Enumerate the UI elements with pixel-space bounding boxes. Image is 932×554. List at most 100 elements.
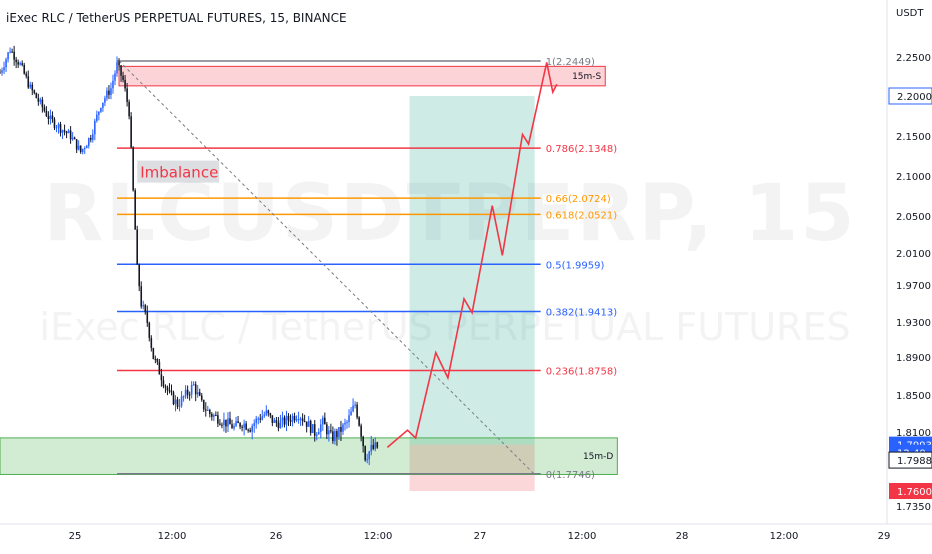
candle-body xyxy=(154,358,157,360)
candle-body xyxy=(112,80,114,89)
candle-body xyxy=(261,416,264,420)
candle-body xyxy=(338,427,340,438)
candle-body xyxy=(324,417,326,425)
fib-level-label: 0.66(2.0724) xyxy=(546,194,611,205)
candle-body xyxy=(162,380,165,387)
candle-body xyxy=(73,137,76,140)
candle-body xyxy=(83,148,86,150)
candle-body xyxy=(265,410,268,415)
candle-body xyxy=(362,436,364,447)
candle-body xyxy=(243,423,245,428)
candle-body xyxy=(207,409,209,411)
candle-body xyxy=(146,312,149,323)
price-tag-label: 1.7988 xyxy=(897,456,932,467)
candle-body xyxy=(227,418,229,427)
time-tick-label: 12:00 xyxy=(364,531,393,542)
candle-body xyxy=(94,120,96,135)
candle-body xyxy=(150,338,153,348)
candle-body xyxy=(174,399,177,405)
candle-body xyxy=(158,361,161,375)
candle-body xyxy=(168,390,171,392)
candle-body xyxy=(368,451,371,460)
candle-body xyxy=(77,145,80,150)
candle-body xyxy=(235,421,237,426)
candle-body xyxy=(85,145,88,149)
time-tick-label: 12:00 xyxy=(158,531,187,542)
candle-body xyxy=(204,409,207,411)
price-tick-label: 1.9300 xyxy=(896,318,931,329)
target-zone xyxy=(409,96,535,445)
candle-body xyxy=(79,145,82,153)
candle-body xyxy=(211,413,213,417)
candle-body xyxy=(152,347,155,359)
candle-body xyxy=(213,415,215,417)
price-tag-label: 1.7600 xyxy=(897,487,932,498)
candle-body xyxy=(104,98,106,103)
candle-body xyxy=(114,73,116,81)
candle-body xyxy=(192,384,195,386)
price-tick-label: 2.2500 xyxy=(896,53,931,64)
candle-body xyxy=(11,51,13,53)
candle-body xyxy=(202,399,205,410)
candle-body xyxy=(136,229,138,265)
candle-body xyxy=(100,108,102,112)
candle-body xyxy=(87,138,90,146)
candle-body xyxy=(140,286,143,307)
candle-body xyxy=(293,415,296,421)
candle-body xyxy=(59,124,62,133)
candle-body xyxy=(299,418,302,420)
candle-body xyxy=(128,101,130,117)
projection-path xyxy=(386,62,558,448)
price-tick-label: 1.8500 xyxy=(896,391,931,402)
price-tick-label: 1.9700 xyxy=(896,281,931,292)
candle-body xyxy=(358,417,360,426)
candle-body xyxy=(305,421,308,427)
candle-body xyxy=(61,130,64,133)
candle-body xyxy=(13,51,15,60)
candle-body xyxy=(47,116,50,120)
candle-body xyxy=(332,431,334,442)
candle-body xyxy=(31,84,34,91)
time-tick-label: 26 xyxy=(270,531,283,542)
symbol-title: iExec RLC / TetherUS PERPETUAL FUTURES, … xyxy=(6,11,347,25)
fib-level-label: 0.236(1.8758) xyxy=(546,366,618,377)
imbalance-box xyxy=(137,160,220,183)
price-tick-label: 1.8900 xyxy=(896,353,931,364)
candle-body xyxy=(291,415,294,422)
candle-body xyxy=(89,138,92,140)
candle-body xyxy=(241,426,243,428)
candle-body xyxy=(21,63,23,65)
candle-body xyxy=(313,424,316,436)
candle-body xyxy=(164,386,167,388)
candle-body xyxy=(19,63,21,65)
candle-body xyxy=(118,62,120,66)
candle-body xyxy=(346,422,348,424)
zone-label: 15m-D xyxy=(583,452,613,462)
candle-body xyxy=(182,396,185,398)
candle-body xyxy=(67,130,70,134)
candle-body xyxy=(43,107,46,111)
candle-body xyxy=(370,444,373,452)
price-tick-label: 2.1000 xyxy=(896,172,931,183)
candle-body xyxy=(209,409,211,414)
candle-body xyxy=(134,190,136,230)
price-tag-label: 2.2000 xyxy=(897,92,932,103)
candle-body xyxy=(322,417,324,425)
candle-body xyxy=(188,394,191,396)
time-tick-label: 29 xyxy=(878,531,891,542)
fib-level-label: 1(2.2449) xyxy=(546,57,595,68)
candle-body xyxy=(352,405,354,412)
candle-body xyxy=(160,374,163,381)
candle-body xyxy=(55,127,58,129)
candle-body xyxy=(106,90,108,99)
candle-body xyxy=(267,410,270,414)
candle-body xyxy=(350,411,352,416)
candle-body xyxy=(253,423,256,427)
candle-body xyxy=(190,385,193,395)
candle-body xyxy=(223,419,225,426)
candle-body xyxy=(65,131,68,134)
candles xyxy=(0,45,379,466)
candle-body xyxy=(233,425,235,429)
